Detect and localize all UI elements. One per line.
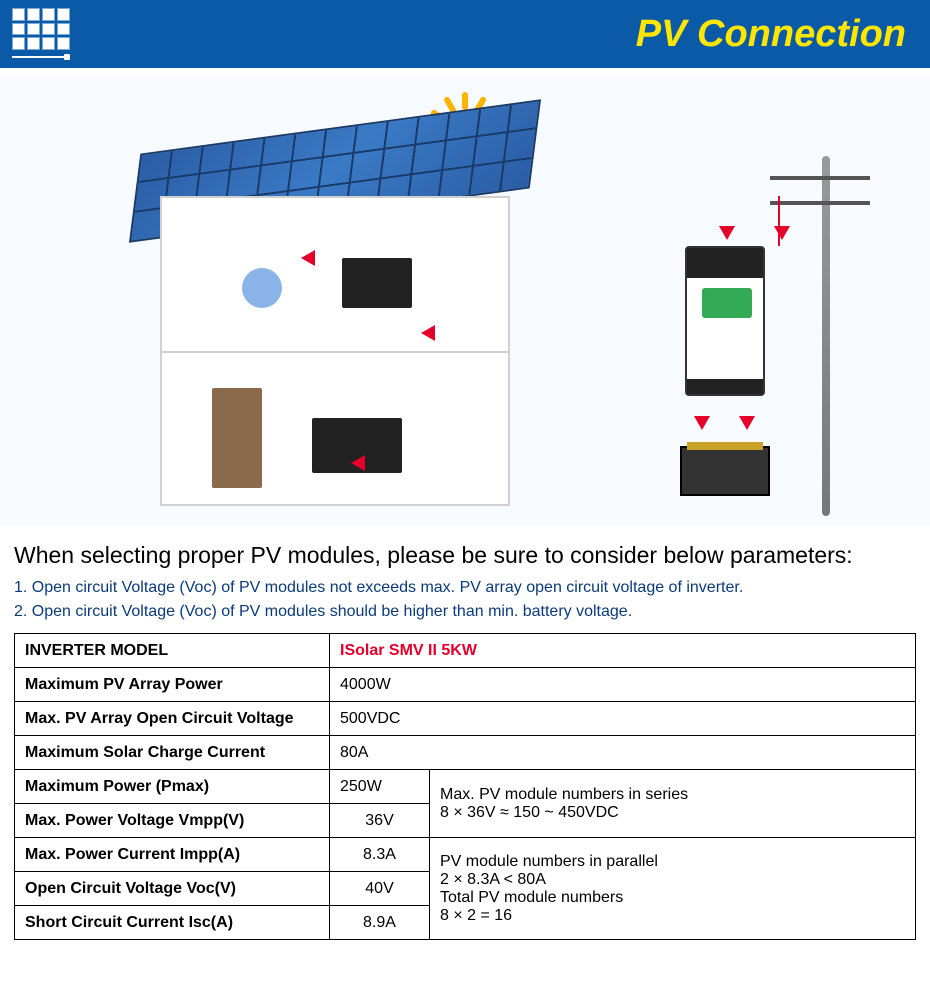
flow-arrow-icon	[719, 226, 735, 240]
calc-line: 8 × 2 = 16	[440, 907, 512, 924]
tv-icon	[342, 258, 412, 308]
house	[160, 196, 510, 506]
calc-line: PV module numbers in parallel	[440, 853, 658, 870]
cell-value: 8.9A	[330, 906, 430, 940]
cell-value: 250W	[330, 770, 430, 804]
pv-connection-diagram	[0, 76, 930, 526]
flow-arrow-icon	[421, 325, 435, 341]
note-item: 2. Open circuit Voltage (Voc) of PV modu…	[14, 603, 916, 621]
cell-label: Short Circuit Current Isc(A)	[15, 906, 330, 940]
fridge-icon	[212, 388, 262, 488]
cell-value: 500VDC	[330, 702, 916, 736]
parameter-notes: 1. Open circuit Voltage (Voc) of PV modu…	[14, 579, 916, 621]
table-row: Maximum Solar Charge Current 80A	[15, 736, 916, 770]
page-header: PV Connection	[0, 0, 930, 68]
intro-heading: When selecting proper PV modules, please…	[14, 542, 916, 569]
flow-arrow-icon	[739, 416, 755, 430]
cell-value: 4000W	[330, 668, 916, 702]
flow-arrow-icon	[774, 226, 790, 240]
flow-arrow-icon	[351, 455, 365, 471]
page-title: PV Connection	[636, 13, 906, 56]
table-row: Maximum Power (Pmax) 250W Max. PV module…	[15, 770, 916, 804]
fan-icon	[242, 268, 282, 308]
pole-crossarm	[770, 176, 870, 180]
cell-value: 80A	[330, 736, 916, 770]
battery-icon	[680, 446, 770, 496]
pole-crossarm	[770, 201, 870, 205]
calc-line: Total PV module numbers	[440, 889, 623, 906]
calc-cell: Max. PV module numbers in series 8 × 36V…	[430, 770, 916, 838]
table-row: Max. PV Array Open Circuit Voltage 500VD…	[15, 702, 916, 736]
flow-arrow-icon	[301, 250, 315, 266]
flow-arrow-icon	[694, 416, 710, 430]
cell-label: Maximum Solar Charge Current	[15, 736, 330, 770]
table-row: INVERTER MODEL ISolar SMV II 5KW	[15, 634, 916, 668]
cell-value: 36V	[330, 804, 430, 838]
calc-cell: PV module numbers in parallel 2 × 8.3A <…	[430, 838, 916, 940]
spec-table: INVERTER MODEL ISolar SMV II 5KW Maximum…	[14, 633, 916, 940]
cell-value: 40V	[330, 872, 430, 906]
cell-label: Open Circuit Voltage Voc(V)	[15, 872, 330, 906]
calc-line: Max. PV module numbers in series	[440, 786, 688, 803]
calc-line: 8 × 36V ≈ 150 ~ 450VDC	[440, 804, 619, 821]
cell-label: Max. Power Current Impp(A)	[15, 838, 330, 872]
cell-value: 8.3A	[330, 838, 430, 872]
cell-label: INVERTER MODEL	[15, 634, 330, 668]
inverter-device	[685, 246, 765, 396]
model-name: ISolar SMV II 5KW	[340, 642, 477, 659]
utility-pole	[822, 156, 830, 516]
cell-label: Maximum PV Array Power	[15, 668, 330, 702]
table-row: Maximum PV Array Power 4000W	[15, 668, 916, 702]
note-item: 1. Open circuit Voltage (Voc) of PV modu…	[14, 579, 916, 597]
cell-label: Max. Power Voltage Vmpp(V)	[15, 804, 330, 838]
cell-label: Maximum Power (Pmax)	[15, 770, 330, 804]
cell-label: Max. PV Array Open Circuit Voltage	[15, 702, 330, 736]
calc-line: 2 × 8.3A < 80A	[440, 871, 546, 888]
solar-panel-icon	[12, 8, 70, 60]
table-row: Max. Power Current Impp(A) 8.3A PV modul…	[15, 838, 916, 872]
